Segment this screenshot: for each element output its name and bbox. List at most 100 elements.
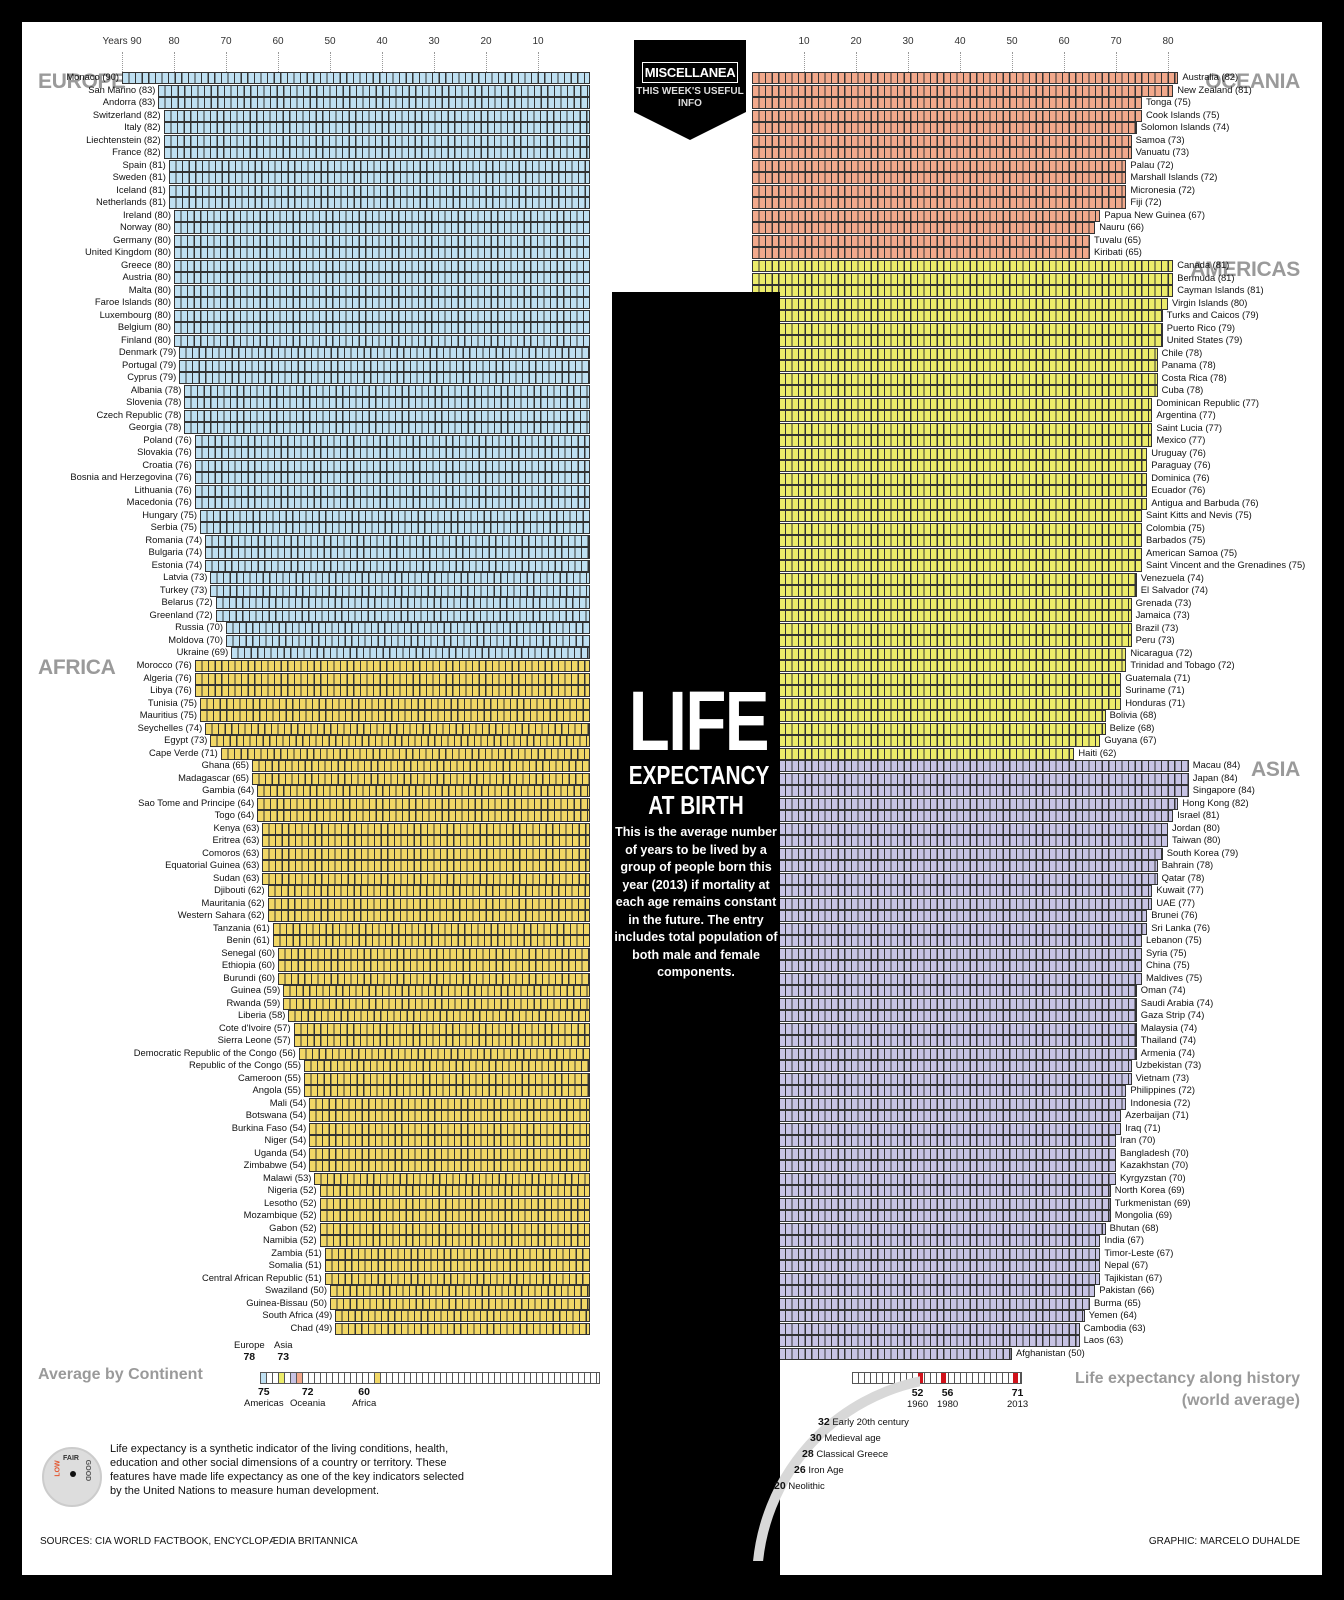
bar-iran [752, 1135, 1116, 1147]
country-label: Faroe Islands (80) [94, 296, 171, 307]
bar-cayman-islands [752, 285, 1174, 297]
country-label: Greece (80) [120, 258, 171, 270]
country-label: Monaco (90) [66, 71, 119, 82]
country-label: Algeria (76) [143, 671, 192, 683]
country-label: Luxembourg (80) [99, 308, 171, 320]
country-label: Mongolia (69) [1114, 1209, 1173, 1220]
country-label: Greenland (72) [149, 608, 213, 620]
bar-western-sahara [267, 910, 590, 922]
country-label: American Samoa (75) [1146, 546, 1238, 558]
bar-dominica [752, 472, 1148, 485]
country-label: Afghanistan (50) [1016, 1346, 1085, 1358]
country-label: Tuvalu (65) [1094, 233, 1142, 245]
country-label: Gaza Strip (74) [1140, 1009, 1205, 1020]
bar-gambia [257, 785, 590, 797]
bar-eritrea [262, 835, 590, 847]
bar-poland [194, 434, 590, 447]
country-label: New Zealand (81) [1177, 83, 1252, 95]
bar-nicaragua [752, 647, 1127, 660]
bar-somalia [324, 1260, 590, 1272]
bar-uzbekistan [752, 1060, 1132, 1072]
country-label: Mauritania (62) [201, 896, 265, 908]
country-label: Niger (54) [264, 1134, 307, 1145]
bar-sao-tome-and-principe [257, 797, 590, 810]
country-label: Vietnam (73) [1135, 1071, 1190, 1083]
gauge-icon: LOW FAIR GOOD [42, 1447, 102, 1507]
bar-rwanda [283, 997, 590, 1010]
bar-germany [174, 234, 590, 247]
country-label: Cayman Islands (81) [1177, 284, 1264, 295]
bar-bolivia [752, 710, 1106, 722]
country-label: South Africa (49) [262, 1309, 333, 1320]
country-label: Burundi (60) [223, 971, 275, 983]
bar-china [752, 960, 1142, 972]
bar-australia [752, 72, 1179, 84]
bar-france [163, 147, 590, 159]
bar-saint-kitts-and-nevis [752, 510, 1142, 522]
bar-antigua-and-barbuda [752, 497, 1148, 510]
country-label: Brazil (73) [1135, 621, 1179, 633]
bar-angola [304, 1085, 590, 1097]
bar-timor-leste [752, 1247, 1101, 1260]
country-label: Dominican Republic (77) [1156, 396, 1260, 408]
bar-bosnia-and-herzegovina [194, 472, 590, 484]
region-label-asia: ASIA [1251, 758, 1300, 781]
bar-ethiopia [278, 960, 590, 972]
country-label: Nauru (66) [1099, 221, 1144, 232]
country-label: Solomon Islands (74) [1140, 121, 1230, 132]
avg-africa: 60 Africa [352, 1386, 377, 1409]
country-label: Kiribati (65) [1094, 246, 1142, 257]
avg-asia: Asia 73 [274, 1340, 293, 1363]
bar-botswana [309, 1110, 590, 1122]
headline-line3: AT BIRTH [648, 790, 744, 820]
country-label: China (75) [1146, 959, 1190, 970]
bar-niger [309, 1135, 590, 1147]
country-label: Bangladesh (70) [1120, 1146, 1189, 1158]
bar-lebanon [752, 935, 1142, 947]
bar-singapore [752, 785, 1189, 797]
bar-malaysia [752, 1022, 1137, 1035]
bar-democratic-republic-of-the-congo [298, 1047, 590, 1060]
country-label: Turkmenistan (69) [1114, 1196, 1191, 1208]
country-label: Malta (80) [128, 283, 171, 295]
country-label: Georgia (78) [128, 421, 182, 432]
bar-uae [752, 897, 1153, 910]
country-label: Democratic Republic of the Congo (56) [133, 1046, 296, 1058]
country-label: Haiti (62) [1078, 746, 1117, 758]
bar-papua-new-guinea [752, 209, 1101, 222]
bar-cyprus [179, 372, 590, 384]
country-label: Jamaica (73) [1135, 609, 1190, 620]
bar-macedonia [194, 497, 590, 509]
bar-haiti [752, 747, 1075, 760]
country-label: Chad (49) [290, 1321, 333, 1333]
bar-greece [174, 259, 590, 272]
country-label: Czech Republic (78) [96, 408, 182, 420]
bar-guinea-bissau [330, 1297, 590, 1310]
bar-jordan [752, 822, 1168, 835]
bar-tanzania [272, 922, 590, 935]
bar-czech-republic [184, 409, 590, 422]
bar-sudan [262, 872, 590, 885]
bar-bulgaria [205, 547, 590, 559]
bar-tajikistan [752, 1272, 1101, 1285]
banner-subtitle: THIS WEEK'S USEFUL INFO [636, 86, 744, 109]
country-label: Central African Republic (51) [201, 1271, 322, 1283]
country-label: Colombia (75) [1146, 521, 1205, 533]
bar-iraq [752, 1122, 1122, 1135]
bar-saint-lucia [752, 422, 1153, 435]
country-label: Cote d'Ivoire (57) [218, 1021, 291, 1033]
country-label: Timor-Leste (67) [1104, 1246, 1174, 1258]
bar-uganda [309, 1147, 590, 1160]
bar-iceland [168, 184, 590, 197]
bar-jamaica [752, 610, 1132, 622]
history-1980: 56 1980 [937, 1387, 959, 1410]
bar-kyrgyzstan [752, 1172, 1116, 1185]
country-label: Kyrgyzstan (70) [1120, 1171, 1186, 1183]
bar-madagascar [252, 772, 590, 785]
country-label: Honduras (71) [1125, 696, 1186, 708]
country-label: Romania (74) [145, 533, 203, 545]
bar-austria [174, 272, 590, 284]
country-label: Guyana (67) [1104, 734, 1157, 745]
bar-morocco [194, 660, 590, 672]
country-label: Bulgaria (74) [148, 546, 203, 557]
